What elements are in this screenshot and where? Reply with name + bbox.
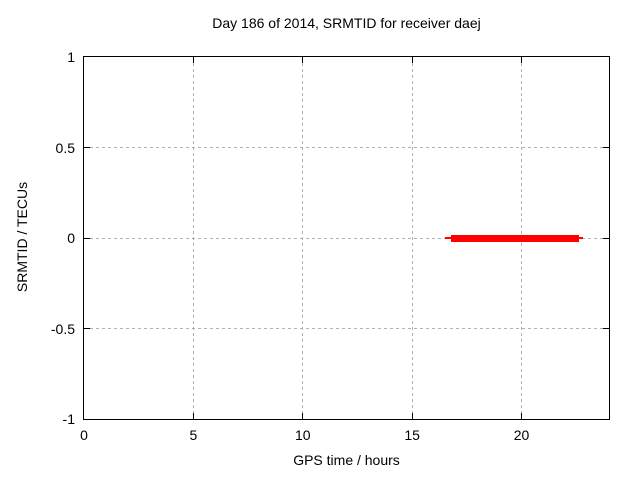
x-tick-bottom: [302, 413, 304, 419]
series-srmtid-line: [450, 234, 579, 242]
y-tick-label: 0.5: [55, 139, 75, 156]
x-tick-top: [411, 57, 413, 63]
y-tick-right: [603, 328, 609, 329]
y-tick-label: 1: [67, 49, 75, 65]
y-tick-right: [603, 237, 609, 239]
x-tick-label: 5: [189, 427, 198, 443]
x-tick-label: 10: [294, 427, 311, 443]
gridline-y-0.5: [84, 147, 609, 148]
y-tick-label: -0.5: [50, 320, 75, 337]
chart-title: Day 186 of 2014, SRMTID for receiver dae…: [212, 15, 481, 31]
y-tick-right: [603, 147, 609, 148]
x-tick-bottom: [192, 413, 194, 419]
x-tick-label: 15: [404, 427, 420, 443]
gridline-y-0: [84, 237, 609, 239]
x-tick-bottom: [521, 413, 522, 419]
y-tick-left: [84, 147, 90, 148]
x-tick-label: 0: [80, 427, 88, 443]
y-tick-left: [84, 237, 90, 239]
y-tick-left: [84, 328, 90, 329]
y-tick-label: 0: [67, 230, 75, 246]
x-tick-top: [192, 57, 194, 63]
y-tick-label: -1: [62, 411, 75, 427]
gridline-y--0.5: [84, 328, 609, 329]
x-tick-label: 20: [513, 427, 530, 443]
x-tick-bottom: [411, 413, 413, 419]
x-tick-top: [521, 57, 522, 63]
x-tick-top: [302, 57, 304, 63]
x-axis-label: GPS time / hours: [293, 452, 400, 468]
plot-area: [83, 56, 610, 420]
